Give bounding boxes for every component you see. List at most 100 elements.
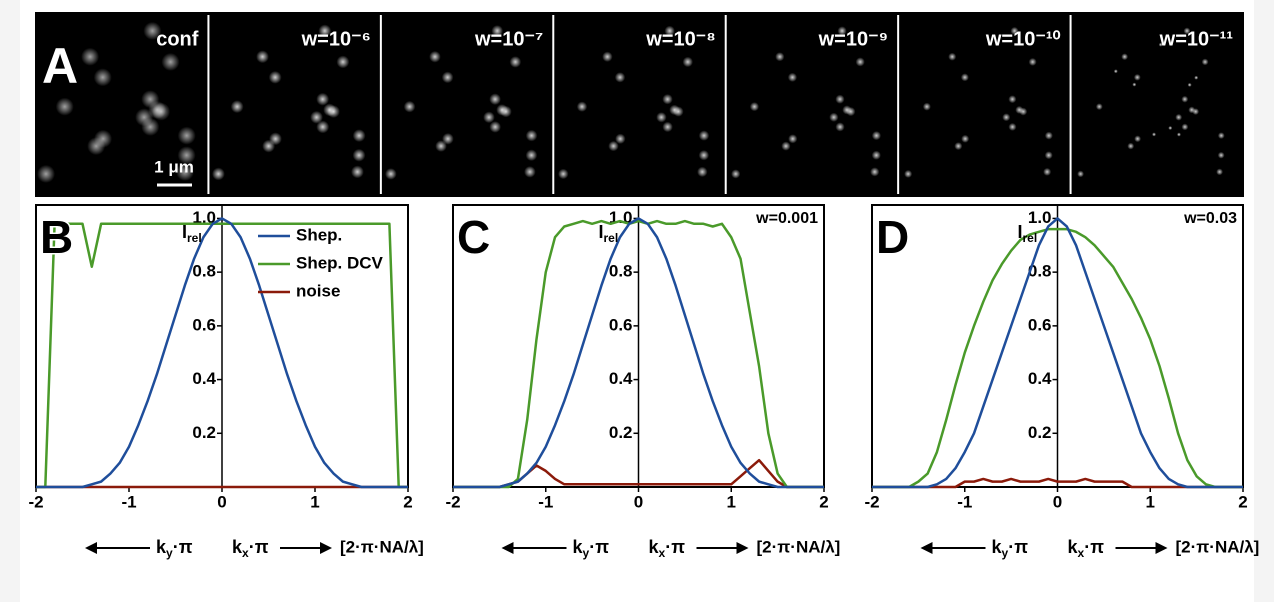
image-spot (81, 47, 100, 66)
image-spot (1175, 113, 1183, 121)
image-spot (318, 24, 332, 38)
y-label-sub: rel (604, 231, 619, 245)
image-spot (855, 57, 865, 67)
image-spot (954, 142, 963, 151)
image-spot (316, 92, 330, 106)
arrow-head (320, 542, 332, 554)
y-axis-label: Irel (599, 222, 619, 245)
label-part: ·π (173, 537, 193, 557)
image-spot (1010, 26, 1019, 35)
image-spot (55, 97, 74, 116)
image-spot (698, 150, 710, 161)
image-spot (1216, 168, 1223, 176)
y-tick-label: 0.8 (192, 262, 216, 281)
image-spot (835, 122, 845, 132)
series-line (36, 217, 408, 489)
image-spot (1002, 113, 1011, 122)
image-spot (960, 73, 969, 82)
image-spot (1008, 95, 1017, 104)
image-spot (489, 121, 501, 133)
tile-title: w=10⁻⁷ (474, 28, 543, 50)
image-spot (500, 105, 512, 118)
x-tick-label: -2 (28, 492, 43, 511)
image-spot (871, 131, 882, 141)
image-spot (489, 93, 501, 106)
image-spot (1181, 123, 1189, 131)
x-axis-label-right: kx·π (1068, 537, 1105, 560)
image-spot (1152, 132, 1157, 137)
arrow-head (501, 542, 514, 554)
image-spot (558, 168, 569, 180)
image-spot (1121, 53, 1129, 61)
y-tick-label: 0.2 (1028, 423, 1052, 442)
image-spot (176, 162, 195, 181)
tile-title: conf (156, 28, 199, 50)
label-sub: x (659, 546, 666, 560)
arrow-head (85, 542, 97, 554)
image-spot (1044, 131, 1053, 140)
label-part: k (1068, 537, 1079, 557)
x-tick-label: 1 (310, 492, 319, 511)
label-sub: x (242, 546, 249, 560)
y-tick-label: 0.6 (1028, 315, 1052, 334)
panel-label: C (457, 211, 490, 263)
annotation: w=0.03 (1183, 210, 1237, 227)
image-spot (491, 25, 504, 37)
y-label-sub: rel (1023, 231, 1038, 245)
image-spot (268, 70, 282, 84)
x-tick-label: -2 (445, 492, 460, 511)
image-spot (608, 140, 619, 152)
label-part: ·π (589, 537, 609, 557)
image-spot (698, 130, 710, 141)
arrow-head (1155, 542, 1168, 554)
x-tick-label: -1 (538, 492, 553, 511)
label-part: ·π (1084, 537, 1104, 557)
x-tick-label: 1 (727, 492, 736, 511)
tile-title: w=10⁻⁸ (645, 28, 716, 50)
label-part: ·π (1008, 537, 1028, 557)
image-spot (441, 71, 454, 84)
y-tick-label: 0.2 (609, 423, 633, 442)
legend-label: noise (296, 281, 340, 300)
x-axis-label-right: kx·π (232, 537, 269, 560)
x-tick-label: 2 (403, 492, 412, 511)
image-spot (1176, 132, 1181, 137)
y-tick-label: 0.8 (609, 262, 633, 281)
x-axis-label-left: ky·π (573, 537, 610, 560)
image-spot (775, 52, 785, 62)
image-spot (1019, 107, 1028, 116)
x-tick-label: 2 (819, 492, 828, 511)
image-spot (656, 112, 667, 123)
y-label-sub: rel (187, 231, 202, 245)
series-line (872, 477, 1243, 489)
image-spot (788, 134, 798, 144)
series-line (872, 227, 1243, 489)
image-spot (442, 133, 454, 145)
image-spot (256, 50, 269, 64)
image-spot (662, 121, 673, 133)
x-tick-label: -1 (957, 492, 972, 511)
image-spot (403, 100, 416, 113)
image-spot (37, 164, 56, 183)
image-spot (1134, 135, 1142, 143)
x-tick-label: 0 (634, 492, 643, 511)
image-spot (870, 167, 880, 177)
y-tick-label: 0.8 (1028, 262, 1052, 281)
image-spot (316, 120, 330, 134)
image-spot (483, 111, 495, 124)
image-spot (93, 68, 112, 87)
tile-title: w=10⁻⁶ (301, 28, 371, 50)
image-spot (435, 140, 447, 152)
x-axis-unit: [2·π·NA/λ] (757, 537, 841, 556)
image-spot (1132, 82, 1137, 87)
image-spot (697, 166, 708, 178)
x-axis-label-left: ky·π (992, 537, 1029, 560)
arrow-head (736, 542, 749, 554)
label-sub: y (583, 546, 590, 560)
label-part: k (649, 537, 660, 557)
image-spot (1008, 122, 1017, 131)
image-spot (352, 148, 366, 162)
image-spot (1158, 42, 1163, 47)
image-spot (829, 112, 839, 122)
image-spot (1187, 82, 1192, 87)
